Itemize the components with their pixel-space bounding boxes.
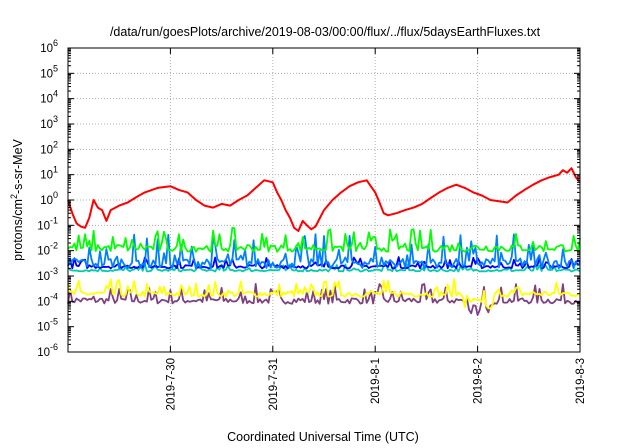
y-tick-exp: 6 (53, 38, 58, 48)
y-tick-label: 106 (40, 38, 58, 55)
y-tick-exp: 4 (53, 89, 58, 99)
y-tick-base: 10 (40, 144, 53, 156)
y-tick-label: 103 (40, 114, 58, 131)
x-tick-label: 2019-8-1 (370, 358, 382, 404)
y-tick-label: 104 (40, 89, 58, 106)
y-tick-exp: -2 (50, 241, 58, 251)
grid (68, 48, 580, 352)
x-axis-label: Coordinated Universal Time (UTC) (227, 430, 419, 444)
y-axis-label-sup: 2 (9, 194, 19, 199)
y-tick-exp: -5 (50, 317, 58, 327)
y-tick-exp: 3 (53, 114, 58, 124)
y-tick-base: 10 (37, 246, 50, 258)
y-tick-exp: 5 (53, 63, 58, 73)
y-tick-base: 10 (40, 170, 53, 182)
y-tick-base: 10 (40, 119, 53, 131)
y-tick-base: 10 (37, 220, 50, 232)
x-tick-label: 2019-7-30 (165, 358, 177, 410)
series-line (67, 278, 581, 310)
y-axis-label-base: protons/cm (11, 199, 25, 261)
x-tick-label: 2019-7-31 (268, 358, 280, 410)
y-tick-base: 10 (40, 43, 53, 55)
y-tick-label: 105 (40, 63, 58, 80)
y-tick-base: 10 (40, 94, 53, 106)
y-tick-label: 10-2 (37, 241, 58, 258)
series-lines (67, 167, 581, 316)
series-line (67, 256, 581, 270)
series-line (67, 233, 581, 270)
series-line (67, 283, 581, 316)
x-tick-label: 2019-8-2 (473, 358, 485, 404)
y-tick-base: 10 (40, 195, 53, 207)
y-tick-label: 10-6 (37, 342, 58, 359)
y-tick-label: 100 (40, 190, 58, 207)
y-tick-base: 10 (37, 296, 50, 308)
series-line (67, 263, 581, 273)
y-tick-exp: 0 (53, 190, 58, 200)
y-tick-label: 10-1 (37, 215, 58, 232)
y-tick-exp: -6 (50, 342, 58, 352)
y-tick-base: 10 (37, 322, 50, 334)
y-axis-label-rest: -s-sr-MeV (11, 138, 25, 194)
y-tick-exp: 2 (53, 139, 58, 149)
chart-title: /data/run/goesPlots/archive/2019-08-03/0… (110, 25, 541, 39)
x-ticks: 2019-7-30 2019-7-31 2019-8-1 2019-8-2 2019-8… (165, 48, 587, 410)
y-tick-exp: -4 (50, 291, 58, 301)
y-tick-label: 10-5 (37, 317, 58, 334)
x-tick-label: 2019-8-3 (575, 358, 587, 404)
y-tick-label: 102 (40, 139, 58, 156)
series-line (67, 226, 581, 253)
y-tick-exp: -3 (50, 266, 58, 276)
y-tick-label: 101 (40, 165, 58, 182)
y-tick-exp: -1 (50, 215, 58, 225)
y-ticks: 10-610-510-410-310-210-11001011021031041… (37, 38, 580, 359)
y-axis-label: protons/cm2-s-sr-MeV (9, 138, 25, 260)
series-line (67, 167, 581, 232)
y-tick-label: 10-3 (37, 266, 58, 283)
y-tick-base: 10 (40, 68, 53, 80)
y-tick-exp: 1 (53, 165, 58, 175)
y-tick-label: 10-4 (37, 291, 58, 308)
y-tick-base: 10 (37, 271, 50, 283)
y-tick-base: 10 (37, 347, 50, 359)
